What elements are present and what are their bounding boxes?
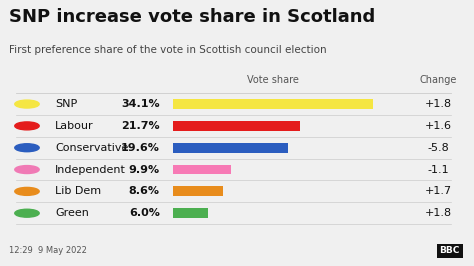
Text: +1.7: +1.7 [425, 186, 452, 196]
Circle shape [15, 100, 39, 108]
Text: 21.7%: 21.7% [121, 121, 160, 131]
FancyBboxPatch shape [173, 208, 208, 218]
Text: Conservative: Conservative [55, 143, 128, 153]
Text: Lib Dem: Lib Dem [55, 186, 101, 196]
Text: BBC: BBC [439, 246, 460, 255]
FancyBboxPatch shape [173, 121, 300, 131]
Text: 8.6%: 8.6% [129, 186, 160, 196]
Text: 19.6%: 19.6% [121, 143, 160, 153]
Text: -1.1: -1.1 [428, 165, 449, 174]
Circle shape [15, 188, 39, 195]
Text: Independent: Independent [55, 165, 126, 174]
Text: Labour: Labour [55, 121, 94, 131]
Text: +1.8: +1.8 [425, 208, 452, 218]
FancyBboxPatch shape [173, 99, 373, 109]
Text: 12:29  9 May 2022: 12:29 9 May 2022 [9, 246, 87, 255]
Circle shape [15, 165, 39, 173]
Text: 9.9%: 9.9% [128, 165, 160, 174]
FancyBboxPatch shape [173, 165, 231, 174]
Text: Vote share: Vote share [247, 75, 299, 85]
Text: -5.8: -5.8 [428, 143, 449, 153]
Text: 34.1%: 34.1% [121, 99, 160, 109]
Text: SNP: SNP [55, 99, 78, 109]
Text: Change: Change [419, 75, 457, 85]
Text: +1.8: +1.8 [425, 99, 452, 109]
FancyBboxPatch shape [173, 143, 288, 153]
Circle shape [15, 144, 39, 152]
Circle shape [15, 122, 39, 130]
Text: SNP increase vote share in Scotland: SNP increase vote share in Scotland [9, 8, 376, 26]
Text: Green: Green [55, 208, 89, 218]
Circle shape [15, 209, 39, 217]
Text: +1.6: +1.6 [425, 121, 452, 131]
Text: 6.0%: 6.0% [129, 208, 160, 218]
Text: First preference share of the vote in Scottish council election: First preference share of the vote in Sc… [9, 45, 327, 55]
FancyBboxPatch shape [173, 186, 223, 196]
